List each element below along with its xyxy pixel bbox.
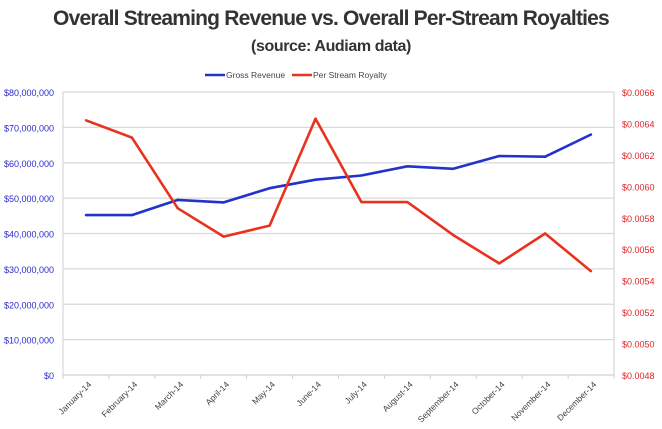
left-tick-label: $40,000,000 bbox=[4, 230, 54, 240]
data-point bbox=[589, 133, 593, 136]
series-line-gross-revenue bbox=[85, 133, 592, 217]
right-tick-label: $0.0048 bbox=[622, 371, 655, 381]
data-point bbox=[84, 119, 88, 122]
x-tick-label: August-14 bbox=[380, 379, 415, 414]
right-tick-label: $0.0056 bbox=[622, 245, 655, 255]
right-tick-label: $0.0066 bbox=[622, 88, 655, 98]
data-point bbox=[84, 213, 88, 217]
right-tick-label: $0.0062 bbox=[622, 151, 655, 161]
x-tick-label: September-14 bbox=[416, 379, 461, 424]
data-point bbox=[222, 235, 225, 238]
right-tick-label: $0.0064 bbox=[622, 119, 655, 129]
data-point bbox=[406, 200, 409, 204]
left-tick-label: $10,000,000 bbox=[4, 336, 54, 346]
left-tick-label: $50,000,000 bbox=[4, 194, 54, 204]
data-point bbox=[498, 154, 501, 158]
data-point bbox=[268, 224, 271, 227]
data-point bbox=[268, 187, 271, 190]
x-tick-label: April-14 bbox=[203, 379, 231, 407]
data-point bbox=[176, 198, 179, 202]
x-tick-label: July-14 bbox=[342, 379, 369, 406]
left-tick-label: $70,000,000 bbox=[4, 123, 54, 133]
chart-title: Overall Streaming Revenue vs. Overall Pe… bbox=[53, 7, 610, 30]
x-tick-label: November-14 bbox=[509, 379, 553, 423]
data-point bbox=[406, 165, 409, 168]
data-point bbox=[589, 270, 593, 273]
data-point bbox=[222, 201, 225, 204]
x-tick-label: June-14 bbox=[294, 379, 323, 408]
data-point bbox=[130, 213, 134, 217]
right-tick-label: $0.0052 bbox=[622, 308, 655, 318]
left-tick-label: $30,000,000 bbox=[4, 265, 54, 275]
right-tick-label: $0.0058 bbox=[622, 214, 655, 224]
data-point bbox=[360, 174, 363, 177]
x-tick-label: March-14 bbox=[153, 379, 186, 412]
left-tick-label: $20,000,000 bbox=[4, 300, 54, 310]
data-point bbox=[498, 262, 501, 265]
chart-subtitle: (source: Audiam data) bbox=[251, 38, 411, 55]
series-line-per-stream-royalty bbox=[85, 117, 592, 273]
data-point bbox=[360, 200, 363, 204]
x-tick-label: February-14 bbox=[99, 379, 139, 419]
x-tick-label: May-14 bbox=[250, 379, 277, 406]
left-tick-label: $80,000,000 bbox=[4, 88, 54, 98]
x-tick-label: October-14 bbox=[469, 379, 506, 416]
left-tick-label: $0 bbox=[44, 371, 54, 381]
data-point bbox=[452, 233, 455, 237]
data-point bbox=[543, 232, 547, 235]
legend-label: Gross Revenue bbox=[226, 70, 285, 80]
data-point bbox=[314, 178, 317, 181]
data-point bbox=[543, 155, 547, 158]
right-tick-label: $0.0050 bbox=[622, 340, 655, 350]
left-tick-label: $60,000,000 bbox=[4, 159, 54, 169]
data-point bbox=[314, 117, 317, 120]
data-point bbox=[176, 207, 179, 210]
x-tick-label: December-14 bbox=[555, 379, 599, 423]
right-tick-label: $0.0054 bbox=[622, 277, 655, 287]
legend-label: Per Stream Royalty bbox=[313, 70, 387, 80]
data-point bbox=[452, 167, 455, 170]
x-tick-label: January-14 bbox=[56, 379, 93, 416]
data-point bbox=[130, 136, 134, 139]
right-tick-label: $0.0060 bbox=[622, 182, 655, 192]
